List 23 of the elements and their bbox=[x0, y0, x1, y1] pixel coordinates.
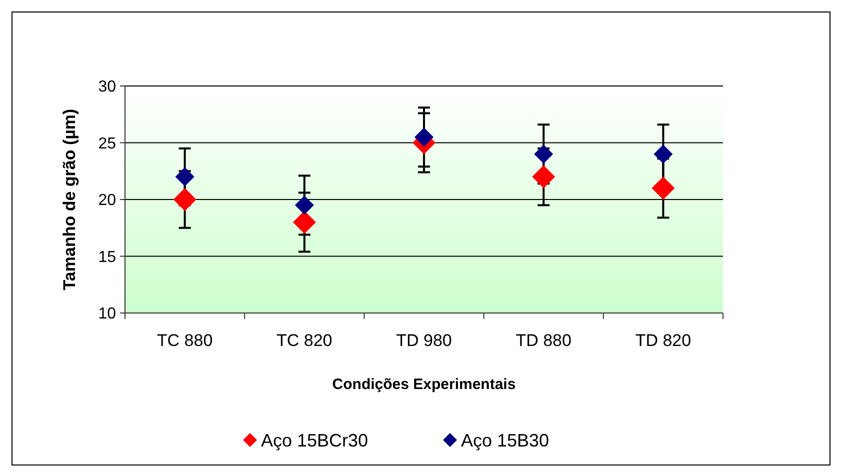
x-tick-label: TD 820 bbox=[635, 331, 692, 350]
point bbox=[414, 128, 434, 147]
y-axis-title: Tamanho de grão (µm) bbox=[60, 108, 79, 290]
point bbox=[173, 188, 196, 211]
point bbox=[534, 144, 554, 164]
x-axis-title: Condições Experimentais bbox=[332, 376, 516, 393]
legend-label: Aço 15B30 bbox=[461, 430, 550, 450]
x-tick-label: TD 880 bbox=[516, 331, 572, 350]
y-tick-label: 15 bbox=[98, 248, 116, 266]
x-tick-label: TC 820 bbox=[276, 331, 332, 350]
point bbox=[175, 167, 194, 186]
y-tick-label: 30 bbox=[98, 78, 116, 96]
x-tick-label: TC 880 bbox=[156, 331, 213, 350]
x-tick-label: TD 980 bbox=[396, 331, 452, 350]
legend-label: Aço 15BCr30 bbox=[261, 430, 368, 450]
point bbox=[292, 210, 316, 234]
y-tick-label: 10 bbox=[98, 306, 116, 323]
point bbox=[294, 196, 314, 215]
y-tick-label: 25 bbox=[98, 135, 116, 152]
y-tick-label: 20 bbox=[98, 192, 116, 210]
point bbox=[652, 176, 675, 200]
point bbox=[532, 165, 556, 188]
point bbox=[654, 144, 673, 164]
